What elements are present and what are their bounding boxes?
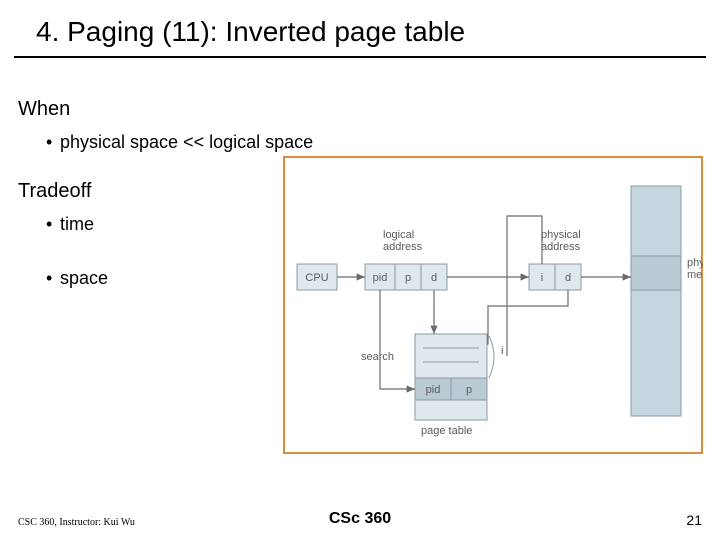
slide-title: 4. Paging (11): Inverted page table — [0, 0, 720, 48]
inverted-page-table-diagram: CPUpidpdidpidplogicaladdressphysicaladdr… — [283, 156, 703, 454]
svg-text:d: d — [431, 272, 437, 284]
svg-text:physical: physical — [687, 257, 703, 269]
svg-text:i: i — [541, 272, 543, 284]
bullet-dot-icon: • — [46, 267, 60, 290]
svg-text:CPU: CPU — [305, 272, 328, 284]
svg-text:search: search — [361, 351, 394, 363]
svg-text:physical: physical — [541, 229, 581, 241]
bullet-text: space — [60, 267, 108, 290]
svg-text:address: address — [383, 241, 423, 253]
bullet-text: time — [60, 213, 94, 236]
footer-course: CSc 360 — [329, 510, 391, 528]
bullet-dot-icon: • — [46, 213, 60, 236]
svg-text:d: d — [565, 272, 571, 284]
svg-text:address: address — [541, 241, 581, 253]
bullet-text: physical space << logical space — [60, 131, 313, 154]
svg-text:p: p — [466, 384, 472, 396]
svg-text:logical: logical — [383, 229, 414, 241]
svg-text:pid: pid — [426, 384, 441, 396]
bullet-dot-icon: • — [46, 131, 60, 154]
section-when-heading: When — [18, 98, 720, 121]
svg-text:memory: memory — [687, 269, 703, 281]
footer-page-number: 21 — [686, 512, 702, 528]
list-item: • physical space << logical space — [46, 131, 720, 154]
footer-instructor: CSC 360, Instructor: Kui Wu — [18, 517, 135, 528]
svg-text:i: i — [501, 345, 503, 357]
svg-text:pid: pid — [373, 272, 388, 284]
svg-text:page table: page table — [421, 425, 472, 437]
svg-text:p: p — [405, 272, 411, 284]
